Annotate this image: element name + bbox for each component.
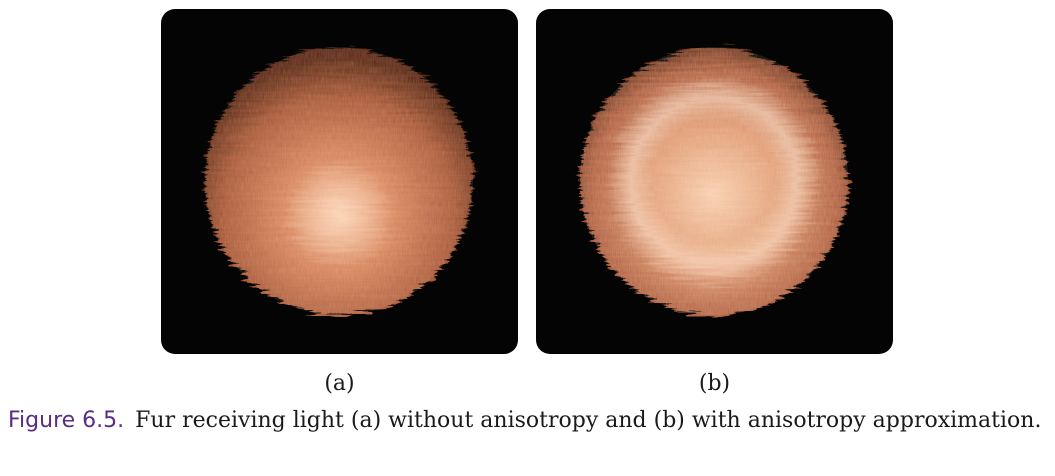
figure-label: Figure 6.5. [8, 408, 125, 433]
fur-sphere-image-a [205, 47, 473, 315]
figure-panel-a [161, 9, 518, 354]
caption-text: Fur receiving light (a) without anisotro… [135, 408, 1042, 433]
figure-panel-b [536, 9, 893, 354]
fur-sphere-image-b [580, 47, 848, 315]
figure-caption: Figure 6.5. Fur receiving light (a) with… [8, 404, 1048, 437]
sub-label-b: (b) [698, 371, 731, 396]
sub-label-a: (a) [324, 371, 355, 396]
